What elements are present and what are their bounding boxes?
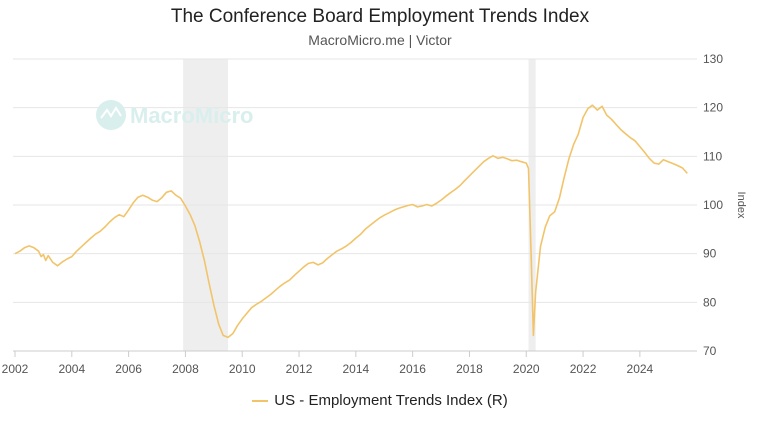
x-tick-label: 2002 [2,362,29,376]
x-tick-label: 2022 [570,362,597,376]
chart-title: The Conference Board Employment Trends I… [170,6,590,27]
chart-subtitle: MacroMicro.me | Victor [308,32,452,48]
y-tick-label: 100 [703,198,723,212]
x-tick-label: 2008 [172,362,199,376]
macromicro-logo-mark [100,106,122,119]
series-line-employment-trends [14,104,688,339]
y-tick-label: 130 [703,52,723,66]
x-tick-label: 2014 [342,362,369,376]
grid-lines [13,58,697,303]
x-tick-label: 2012 [286,362,313,376]
watermark: MacroMicro [96,100,253,130]
x-tick-label: 2018 [456,362,483,376]
x-tick-label: 2020 [513,362,540,376]
x-tick-label: 2016 [399,362,426,376]
y-axis-title: Index [735,192,747,219]
legend-label: US - Employment Trends Index (R) [274,392,508,409]
x-tick-label: 2004 [58,362,85,376]
y-axis-ticks: 70 80 90 100 110 120 130 [703,52,723,358]
y-tick-label: 80 [703,295,717,309]
y-tick-label: 110 [703,149,722,163]
y-tick-label: 90 [703,247,717,261]
x-tick-label: 2024 [627,362,654,376]
legend-swatch [252,399,269,402]
y-tick-label: 120 [703,101,723,115]
y-tick-label: 70 [703,344,717,358]
x-tick-label: 2006 [115,362,142,376]
legend-item-employment-trends[interactable]: US - Employment Trends Index (R) [252,392,508,409]
x-axis-ticks: 2002 2004 2006 2008 2010 2012 2014 2016 2018 2020… [2,351,654,376]
x-tick-label: 2010 [229,362,256,376]
series-layer [14,104,688,339]
legend: US - Employment Trends Index (R) [0,392,760,409]
watermark-text: MacroMicro [130,103,253,128]
